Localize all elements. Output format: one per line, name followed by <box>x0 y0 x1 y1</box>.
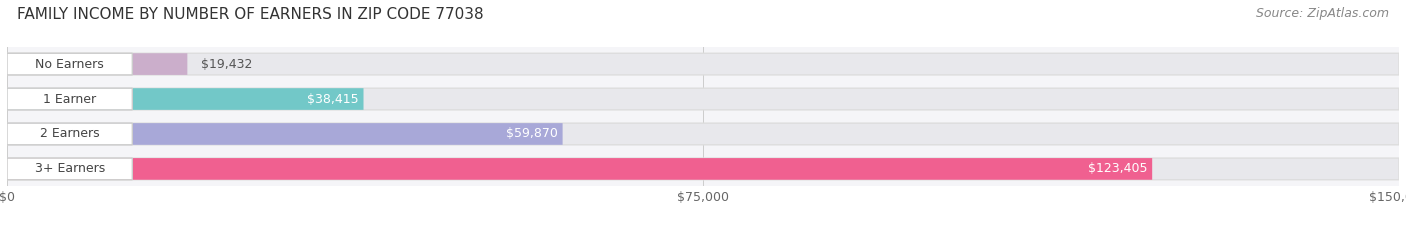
Text: 2 Earners: 2 Earners <box>39 127 100 140</box>
Text: FAMILY INCOME BY NUMBER OF EARNERS IN ZIP CODE 77038: FAMILY INCOME BY NUMBER OF EARNERS IN ZI… <box>17 7 484 22</box>
Text: $38,415: $38,415 <box>308 93 359 106</box>
FancyBboxPatch shape <box>7 158 132 180</box>
FancyBboxPatch shape <box>7 53 1399 75</box>
FancyBboxPatch shape <box>7 88 364 110</box>
FancyBboxPatch shape <box>7 158 1152 180</box>
FancyBboxPatch shape <box>7 88 1399 110</box>
FancyBboxPatch shape <box>7 53 132 75</box>
FancyBboxPatch shape <box>7 123 1399 145</box>
Text: $19,432: $19,432 <box>201 58 253 71</box>
FancyBboxPatch shape <box>7 53 187 75</box>
FancyBboxPatch shape <box>7 123 132 145</box>
Text: No Earners: No Earners <box>35 58 104 71</box>
Text: 3+ Earners: 3+ Earners <box>35 162 105 175</box>
Text: $59,870: $59,870 <box>506 127 558 140</box>
FancyBboxPatch shape <box>7 158 1399 180</box>
FancyBboxPatch shape <box>7 123 562 145</box>
FancyBboxPatch shape <box>7 88 132 110</box>
Text: 1 Earner: 1 Earner <box>44 93 96 106</box>
Text: $123,405: $123,405 <box>1088 162 1147 175</box>
Text: Source: ZipAtlas.com: Source: ZipAtlas.com <box>1256 7 1389 20</box>
